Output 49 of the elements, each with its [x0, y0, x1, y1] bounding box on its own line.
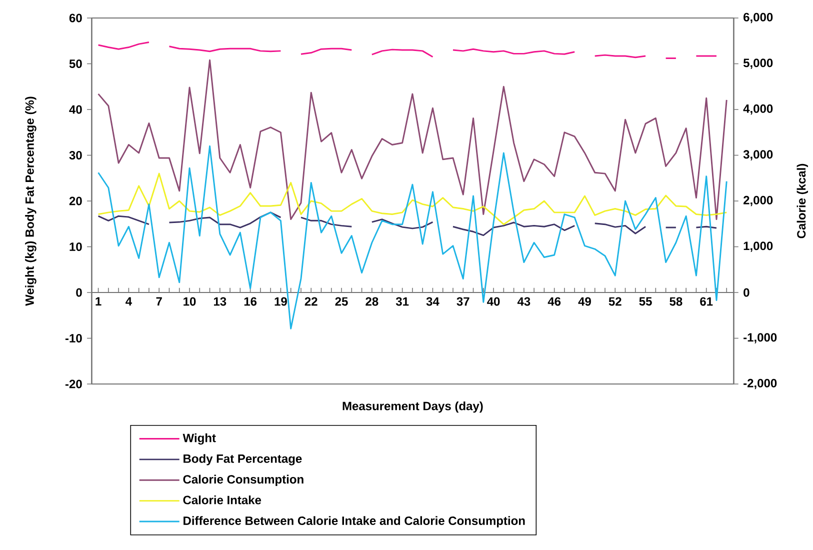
y-tick-label: -20	[65, 380, 82, 388]
y2-tick-label: -1,000	[744, 333, 777, 344]
x-tick-label: 58	[670, 297, 682, 306]
x-tick-label: 28	[366, 297, 378, 306]
x-tick-label: 52	[608, 297, 622, 306]
x-tick-label: 7	[156, 297, 162, 306]
y2-tick-label: 4,000	[743, 104, 773, 115]
legend-label: Calorie Consumption	[183, 474, 304, 486]
line-series	[98, 59, 728, 220]
x-tick-label: 22	[304, 297, 318, 306]
x-tick-label: 37	[456, 297, 470, 306]
y2-tick-label: 6,000	[744, 12, 773, 24]
x-tick-label: 1	[96, 297, 102, 306]
x-tick-label: 40	[487, 297, 500, 306]
x-tick-label: 43	[517, 297, 530, 306]
y2-tick-label: 2,000	[744, 196, 773, 206]
y-tick-label: 0	[76, 288, 82, 297]
y-axis-title: Weight (kg) Body Fat Percentage (%)	[25, 96, 36, 306]
y-tick-label: 10	[70, 242, 82, 252]
x-tick-label: 10	[184, 297, 196, 306]
x-axis-title: Measurement Days (day)	[342, 401, 483, 413]
legend-label: Difference Between Calorie Intake and Calorie Consumption	[184, 516, 525, 528]
y2-tick-label: 3,000	[743, 150, 773, 160]
legend-label: Wight	[182, 433, 216, 445]
y2-tick-label: 0	[744, 288, 750, 297]
x-tick-label: 13	[214, 297, 226, 306]
y-tick-label: 40	[69, 105, 82, 114]
y2-tick-label: 5,000	[743, 58, 773, 69]
x-tick-label: 16	[244, 297, 257, 306]
y-tick-label: 30	[69, 150, 82, 160]
y-tick-label: 20	[69, 196, 82, 206]
x-tick-label: 19	[274, 297, 287, 306]
y-tick-label: -10	[65, 334, 82, 343]
x-tick-label: 49	[578, 297, 591, 306]
y2-tick-label: -2,000	[744, 378, 777, 390]
y-tick-label: 50	[69, 59, 82, 68]
x-tick-label: 55	[639, 297, 652, 306]
x-tick-label: 25	[335, 297, 348, 306]
line-series	[98, 145, 728, 330]
x-tick-label: 34	[426, 297, 440, 306]
x-tick-label: 4	[126, 297, 132, 306]
x-tick-label: 31	[396, 297, 409, 306]
y-tick-label: 60	[69, 14, 82, 22]
y2-tick-label: 1,000	[744, 242, 773, 252]
x-tick-label: 61	[700, 297, 713, 306]
legend-label: Body Fat Percentage	[184, 454, 302, 466]
legend-label: Calorie Intake	[183, 495, 262, 504]
x-tick-label: 46	[548, 297, 561, 306]
y2-axis-title: Calorie (kcal)	[796, 164, 808, 238]
